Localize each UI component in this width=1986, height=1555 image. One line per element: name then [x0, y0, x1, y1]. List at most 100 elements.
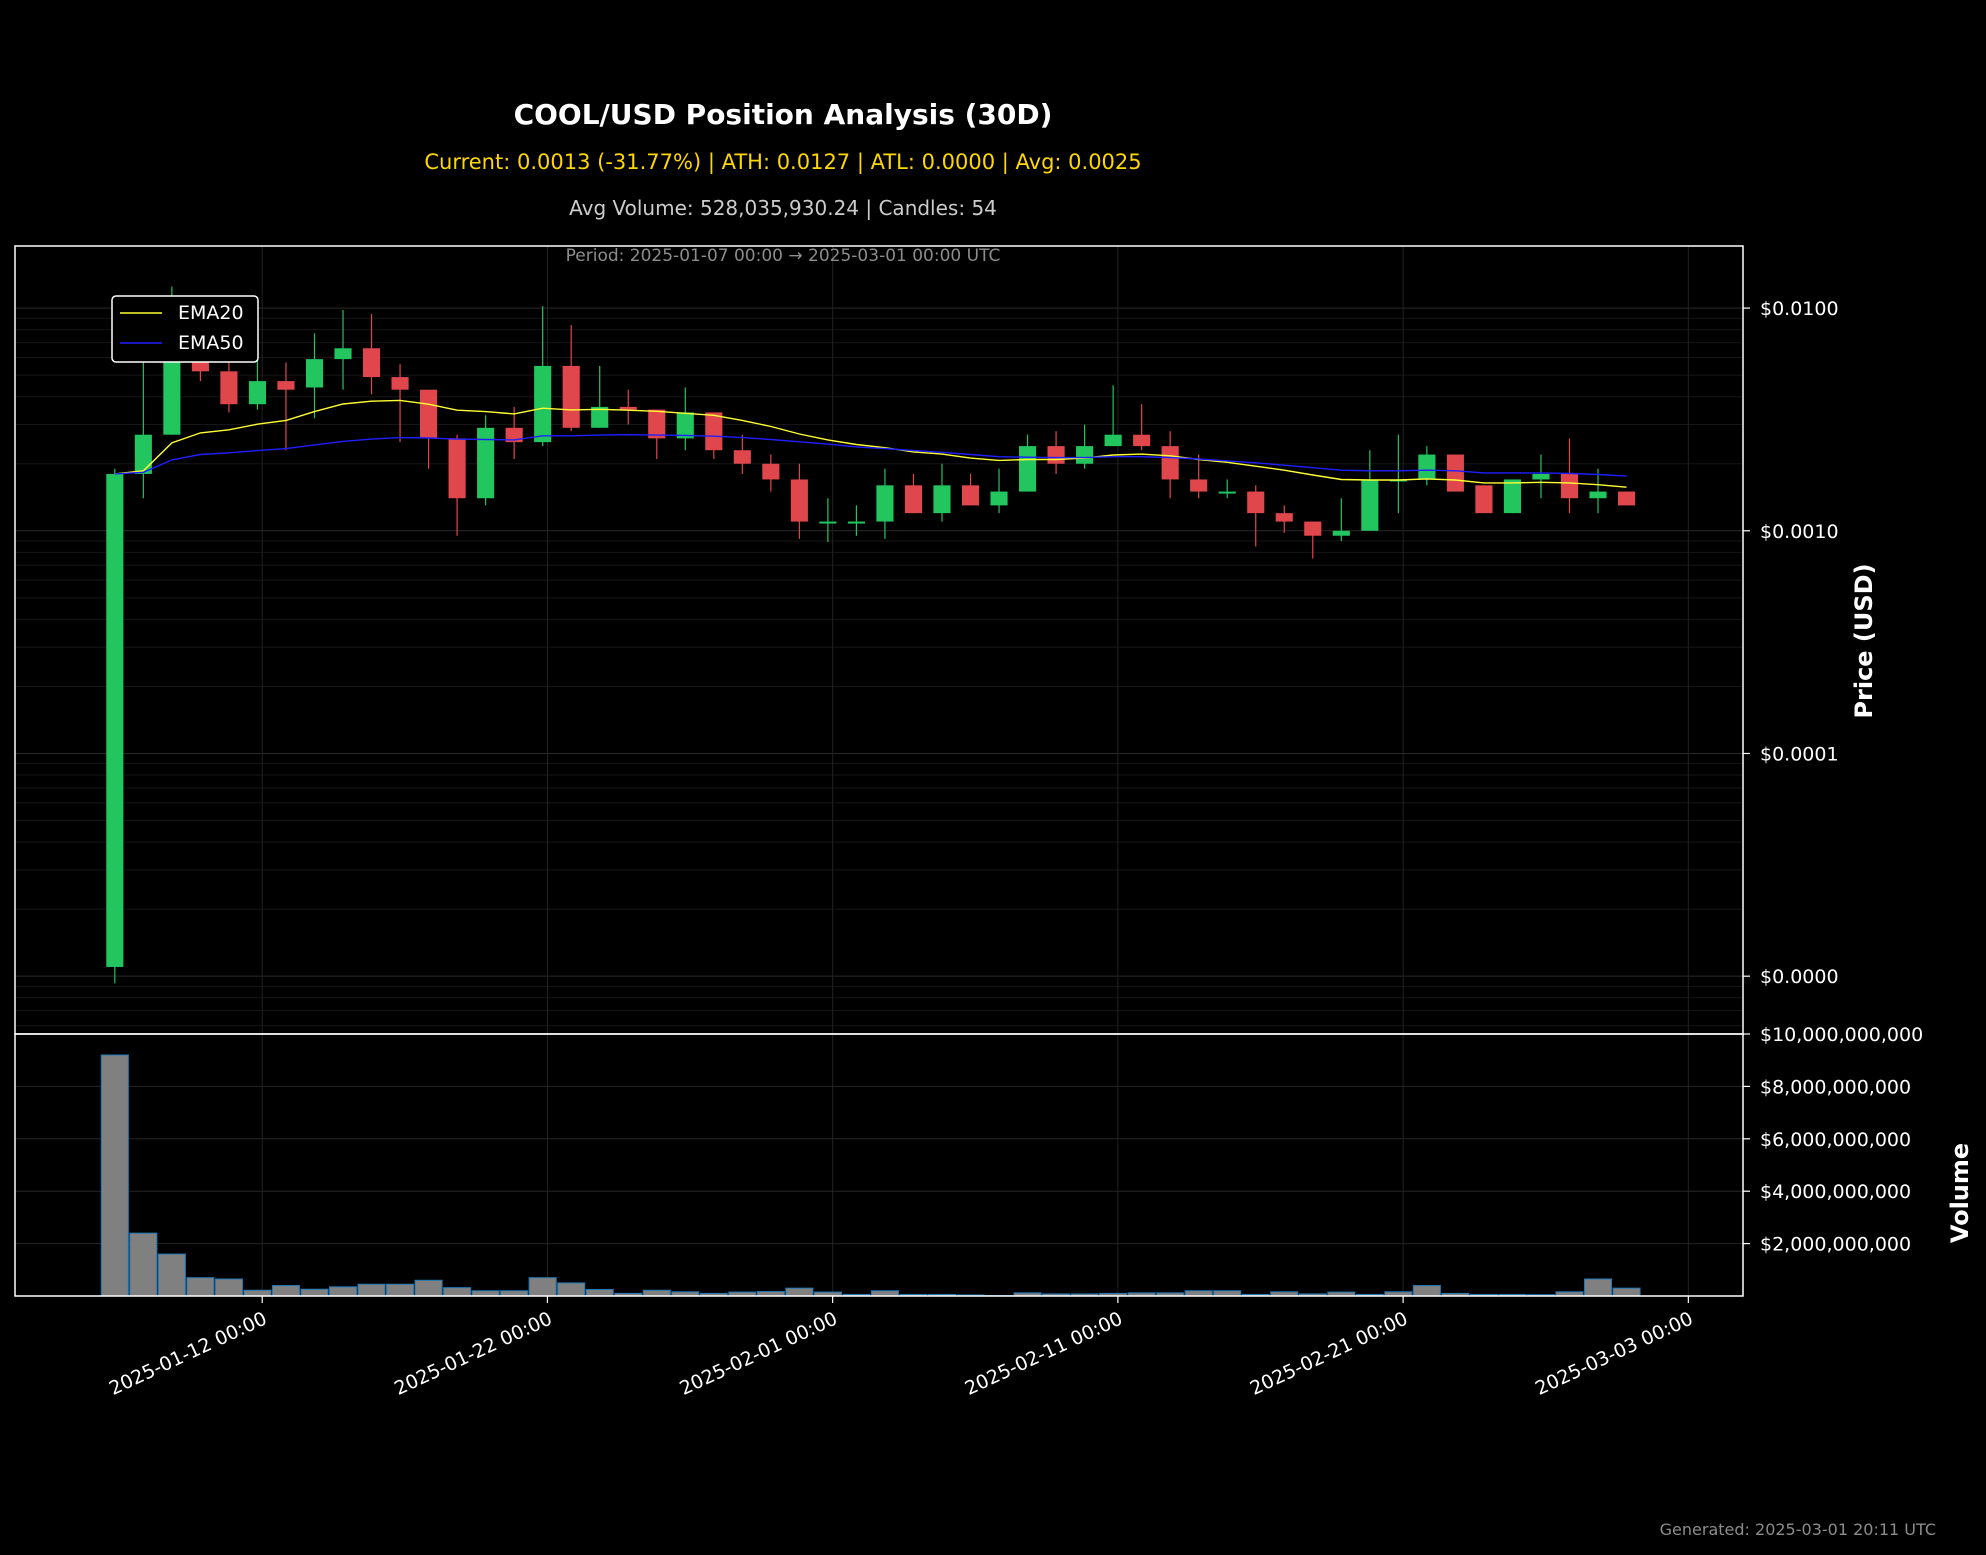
volume-bar — [214, 1278, 243, 1297]
candle-body — [876, 485, 894, 522]
candle-body — [961, 485, 980, 506]
candle-body — [448, 438, 466, 499]
volume-tick-label: $4,000,000,000 — [1760, 1181, 1911, 1203]
legend-ema20-label: EMA20 — [178, 302, 244, 324]
candle-body — [277, 381, 295, 390]
candle-body — [1133, 434, 1151, 447]
volume-bar — [100, 1054, 129, 1297]
candle-body — [648, 409, 666, 439]
candle-body — [676, 412, 694, 439]
price-grid — [15, 246, 1743, 1034]
x-tick-label: 2025-02-11 00:00 — [962, 1308, 1126, 1400]
ema20-line — [114, 399, 1627, 488]
volume-bar — [186, 1277, 215, 1297]
volume-panel-frame — [14, 1033, 1744, 1297]
chart-title: COOL/USD Position Analysis (30D) — [513, 98, 1053, 131]
price-tick-label: $0.0100 — [1760, 298, 1839, 320]
volume-bar — [642, 1289, 671, 1297]
candle-body — [562, 365, 580, 428]
volume-bar — [471, 1290, 500, 1297]
price-tick-label: $0.0001 — [1760, 743, 1839, 765]
volume-bar — [328, 1286, 358, 1297]
ema50-line — [114, 433, 1627, 477]
candle-body — [990, 491, 1008, 506]
volume-axis-label: Volume — [1946, 1143, 1974, 1243]
candle-body — [220, 371, 238, 405]
candle-body — [1332, 530, 1350, 536]
candle-body — [1275, 513, 1293, 522]
price-tick-label: $0.0000 — [1760, 966, 1839, 988]
candle-body — [847, 521, 865, 524]
candle-body — [591, 406, 609, 428]
candle-body — [1361, 479, 1379, 531]
x-tick-label: 2025-02-21 00:00 — [1247, 1308, 1411, 1400]
candle-body — [904, 485, 923, 514]
candle-body — [106, 473, 124, 967]
candle-body — [391, 377, 409, 390]
price-tick-label: $0.0010 — [1760, 521, 1839, 543]
candle-body — [1560, 473, 1579, 499]
ema-lines — [114, 399, 1627, 488]
price-axis-label: Price (USD) — [1850, 563, 1878, 718]
volume-bar — [1583, 1278, 1613, 1297]
volume-tick-label: $10,000,000,000 — [1760, 1024, 1923, 1046]
candle-body — [534, 365, 552, 443]
volume-bar — [1184, 1290, 1213, 1297]
volume-bar — [357, 1283, 386, 1297]
volume-subtitle: Avg Volume: 528,035,930.24 | Candles: 54 — [569, 196, 997, 220]
candle-body — [1047, 446, 1065, 464]
volume-bar — [414, 1279, 443, 1297]
x-tick-label: 2025-01-12 00:00 — [106, 1308, 270, 1400]
volume-bar — [386, 1283, 415, 1297]
candle-body — [1532, 473, 1550, 480]
volume-bar — [271, 1285, 301, 1297]
candle-body — [1218, 491, 1236, 494]
candle-body — [1190, 479, 1208, 492]
candle-body — [1018, 446, 1037, 492]
volume-bar — [500, 1290, 529, 1297]
candle-body — [1503, 479, 1521, 514]
candle-body — [305, 359, 324, 388]
candle-body — [705, 412, 723, 451]
candle-body — [1076, 446, 1094, 464]
candle-body — [1418, 454, 1436, 480]
period-label: Period: 2025-01-07 00:00 → 2025-03-01 00… — [566, 246, 1001, 266]
volume-bar — [785, 1287, 814, 1297]
volume-tick-label: $6,000,000,000 — [1760, 1129, 1911, 1151]
volume-bar — [528, 1277, 557, 1297]
candle-body — [134, 434, 152, 474]
volume-bars — [100, 1054, 1641, 1297]
candle-body — [505, 427, 523, 443]
volume-bar — [300, 1288, 329, 1297]
candle-body — [477, 427, 495, 499]
axes: $0.0100 $0.0010 $0.0001 $0.0000 $2,000,000,0… — [14, 245, 1923, 1400]
candle-body — [733, 450, 751, 464]
volume-grid — [15, 1033, 1743, 1296]
candle-body — [1617, 491, 1636, 506]
candle-body — [334, 348, 352, 360]
candle-body — [819, 521, 837, 524]
volume-bar — [157, 1253, 186, 1297]
stats-subtitle: Current: 0.0013 (-31.77%) | ATH: 0.0127 … — [424, 150, 1142, 174]
candle-body — [1247, 491, 1265, 514]
generated-timestamp: Generated: 2025-03-01 20:11 UTC — [1659, 1520, 1936, 1539]
volume-tick-label: $2,000,000,000 — [1760, 1234, 1911, 1256]
candle-body — [362, 348, 381, 378]
volume-bar — [129, 1232, 158, 1297]
volume-bar — [557, 1282, 586, 1297]
candle-body — [790, 479, 808, 522]
candle-body — [1104, 434, 1122, 447]
volume-bar — [443, 1287, 472, 1297]
legend[interactable]: EMA20 EMA50 — [111, 295, 259, 363]
volume-tick-label: $8,000,000,000 — [1760, 1076, 1911, 1098]
candle-body — [248, 381, 266, 405]
volume-bar — [1612, 1287, 1641, 1297]
candle-body — [1161, 446, 1179, 480]
x-tick-label: 2025-03-03 00:00 — [1532, 1308, 1696, 1400]
candle-body — [420, 389, 438, 439]
x-tick-label: 2025-02-01 00:00 — [676, 1308, 840, 1400]
candle-body — [1446, 454, 1464, 492]
volume-bar — [585, 1288, 614, 1297]
candle-body — [619, 406, 637, 410]
